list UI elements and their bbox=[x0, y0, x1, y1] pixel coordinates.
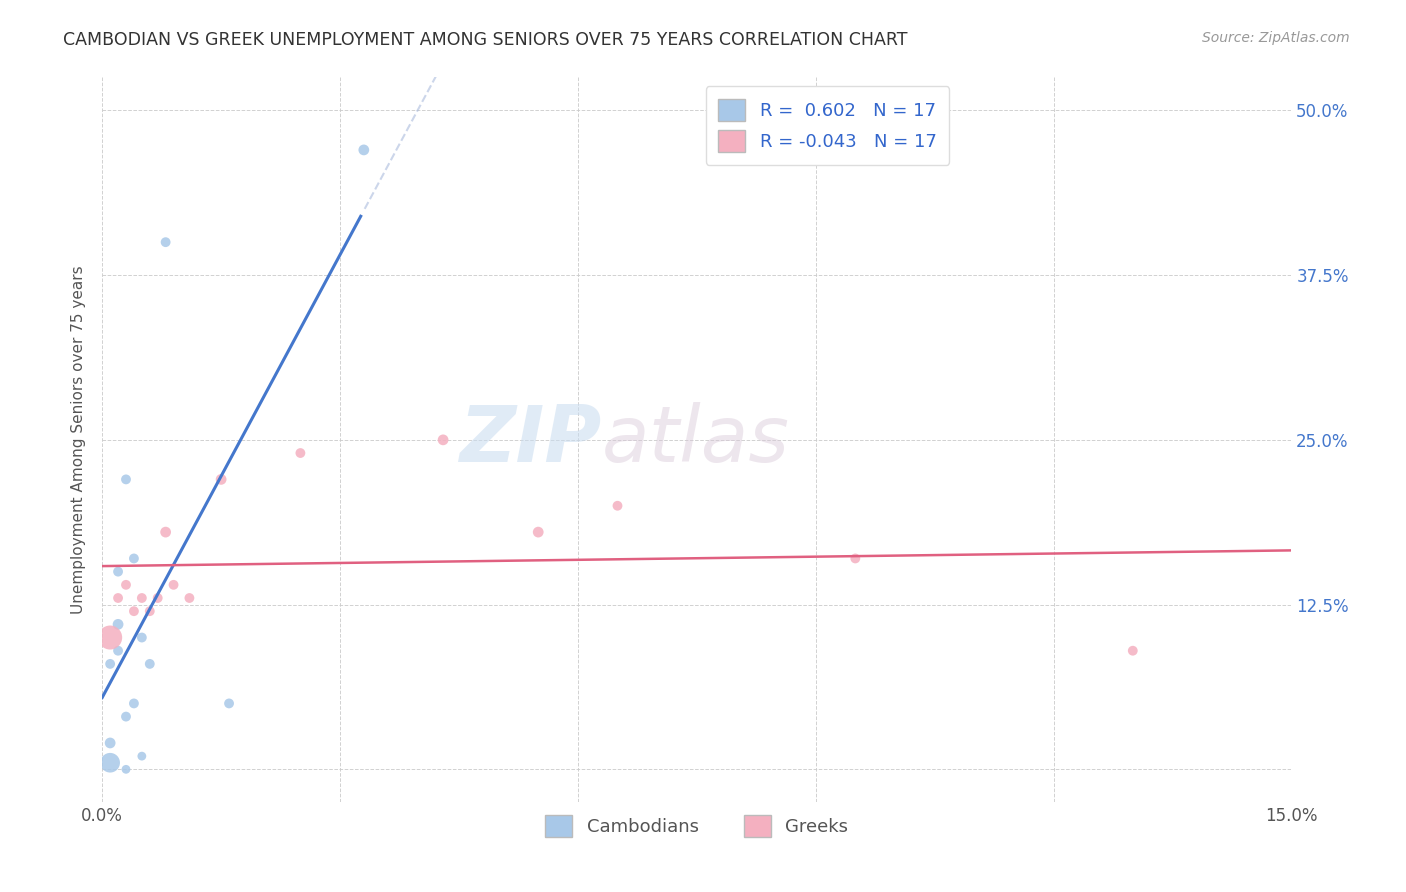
Point bbox=[107, 591, 129, 605]
Point bbox=[107, 643, 129, 657]
Legend: Cambodians, Greeks: Cambodians, Greeks bbox=[538, 807, 856, 844]
Point bbox=[606, 499, 628, 513]
Point bbox=[98, 736, 121, 750]
Text: CAMBODIAN VS GREEK UNEMPLOYMENT AMONG SENIORS OVER 75 YEARS CORRELATION CHART: CAMBODIAN VS GREEK UNEMPLOYMENT AMONG SE… bbox=[63, 31, 908, 49]
Point bbox=[122, 697, 145, 711]
Point bbox=[209, 472, 232, 486]
Point bbox=[131, 631, 153, 645]
Point bbox=[1122, 643, 1144, 657]
Point bbox=[122, 604, 145, 618]
Point bbox=[115, 709, 138, 723]
Point bbox=[122, 551, 145, 566]
Text: Source: ZipAtlas.com: Source: ZipAtlas.com bbox=[1202, 31, 1350, 45]
Point bbox=[115, 472, 138, 486]
Point bbox=[844, 551, 866, 566]
Point bbox=[155, 525, 177, 540]
Point bbox=[353, 143, 375, 157]
Text: atlas: atlas bbox=[602, 402, 790, 478]
Text: ZIP: ZIP bbox=[460, 402, 602, 478]
Point bbox=[218, 697, 240, 711]
Point bbox=[139, 604, 162, 618]
Point bbox=[115, 762, 138, 776]
Point bbox=[98, 657, 121, 671]
Point bbox=[162, 578, 184, 592]
Point bbox=[139, 657, 162, 671]
Point bbox=[146, 591, 169, 605]
Point bbox=[179, 591, 201, 605]
Point bbox=[432, 433, 454, 447]
Point bbox=[131, 749, 153, 764]
Point bbox=[527, 525, 550, 540]
Point bbox=[155, 235, 177, 249]
Point bbox=[115, 578, 138, 592]
Point bbox=[107, 617, 129, 632]
Point bbox=[98, 756, 121, 770]
Point bbox=[107, 565, 129, 579]
Point bbox=[290, 446, 312, 460]
Point bbox=[131, 591, 153, 605]
Y-axis label: Unemployment Among Seniors over 75 years: Unemployment Among Seniors over 75 years bbox=[72, 266, 86, 615]
Point bbox=[98, 631, 121, 645]
